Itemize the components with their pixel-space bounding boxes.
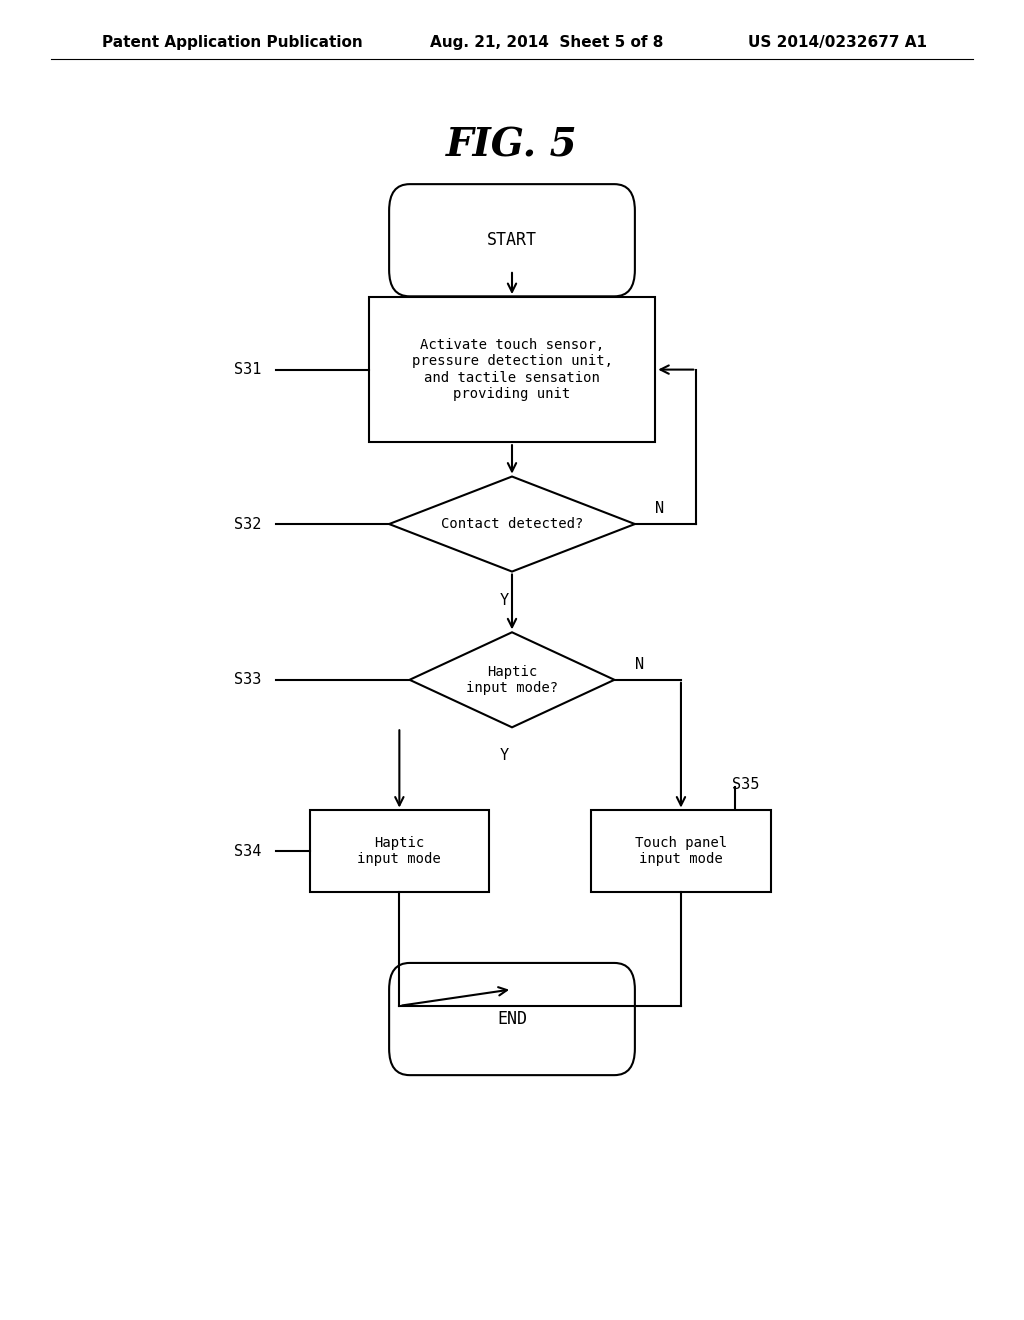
Text: Aug. 21, 2014  Sheet 5 of 8: Aug. 21, 2014 Sheet 5 of 8 [430, 34, 664, 50]
Polygon shape [389, 477, 635, 572]
Text: Activate touch sensor,
pressure detection unit,
and tactile sensation
providing : Activate touch sensor, pressure detectio… [412, 338, 612, 401]
FancyBboxPatch shape [389, 185, 635, 297]
Polygon shape [410, 632, 614, 727]
Text: Y: Y [500, 593, 509, 607]
Text: Patent Application Publication: Patent Application Publication [102, 34, 364, 50]
Bar [592, 810, 770, 892]
Text: START: START [487, 231, 537, 249]
Text: Touch panel
input mode: Touch panel input mode [635, 837, 727, 866]
Text: END: END [497, 1010, 527, 1028]
Text: S33: S33 [233, 672, 261, 688]
Text: N: N [655, 502, 665, 516]
Bar [369, 297, 655, 442]
Text: S31: S31 [233, 362, 261, 378]
Text: Contact detected?: Contact detected? [440, 517, 584, 531]
Text: Haptic
input mode: Haptic input mode [357, 837, 441, 866]
Text: N: N [635, 657, 644, 672]
Text: FIG. 5: FIG. 5 [446, 127, 578, 164]
Text: S34: S34 [233, 843, 261, 859]
Text: S32: S32 [233, 516, 261, 532]
FancyBboxPatch shape [389, 964, 635, 1074]
Text: US 2014/0232677 A1: US 2014/0232677 A1 [748, 34, 927, 50]
Text: S35: S35 [732, 776, 760, 792]
Bar [309, 810, 489, 892]
Text: Y: Y [500, 748, 509, 763]
Text: Haptic
input mode?: Haptic input mode? [466, 665, 558, 694]
